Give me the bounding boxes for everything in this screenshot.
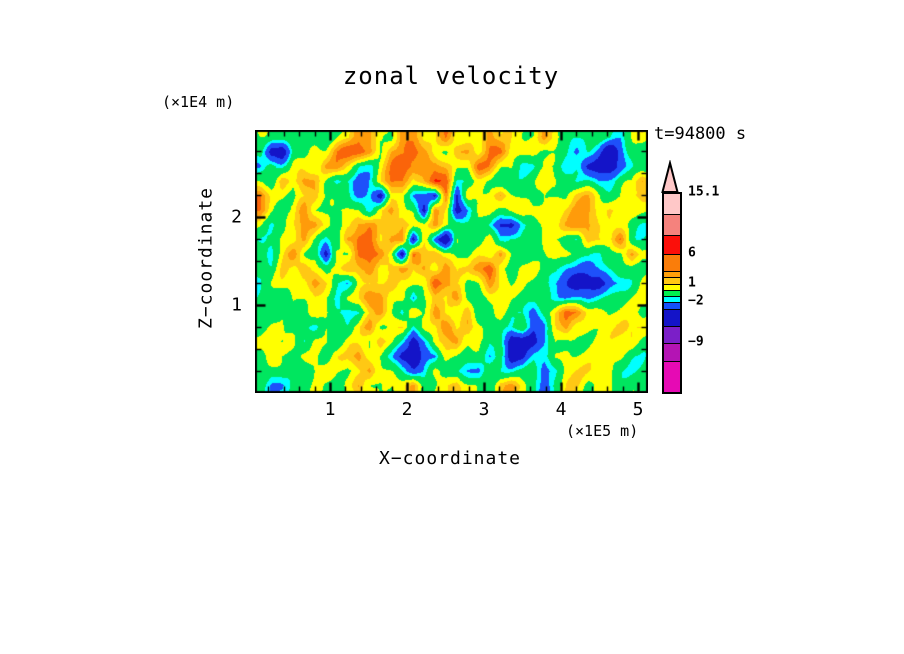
colorbar-arrow-tip-icon [661,160,679,193]
colorbar-segment-dark-orange [664,291,680,297]
time-label: t=94800 s [654,124,747,144]
x-axis-unit-label: (×1E5 m) [566,422,639,440]
x-tick-label-4: 4 [555,399,567,420]
plot-title: zonal velocity [342,62,560,90]
x-tick-label-3: 3 [478,399,490,420]
colorbar-segment-12 [664,344,680,362]
colorbar-segment-blue [664,215,680,236]
colorbar-level-label-15.1: 15.1 [688,184,720,200]
colorbar-segment-orange [664,285,680,291]
colorbar-segment-11 [664,327,680,344]
contour-plot-canvas [255,130,648,393]
x-axis-title: X−coordinate [378,448,522,469]
colorbar-segment-amber [664,278,680,285]
colorbar-segment-red [664,297,680,303]
colorbar-arrow-tip-shape [661,160,679,193]
colorbar-segment-navy [664,194,680,215]
colorbar-level-label-−2: −2 [688,293,704,309]
colorbar-segment-9 [664,303,680,310]
colorbar-segment-13 [664,362,680,392]
y-axis-unit-label: (×1E4 m) [162,93,235,111]
colorbar-level-label-−9: −9 [688,334,704,350]
colorbar-segment-yellow [664,272,680,278]
colorbar-segment-green [664,255,680,272]
x-tick-label-2: 2 [401,399,413,420]
colorbar-level-label-6: 6 [688,245,696,261]
colorbar-segment-cyan [664,236,680,255]
colorbar [662,192,682,394]
y-tick-label-2: 2 [231,206,242,228]
x-tick-label-1: 1 [324,399,336,420]
y-tick-label-1: 1 [231,294,242,316]
colorbar-level-label-1: 1 [688,275,696,291]
colorbar-segment-10 [664,310,680,327]
x-tick-label-5: 5 [632,399,644,420]
